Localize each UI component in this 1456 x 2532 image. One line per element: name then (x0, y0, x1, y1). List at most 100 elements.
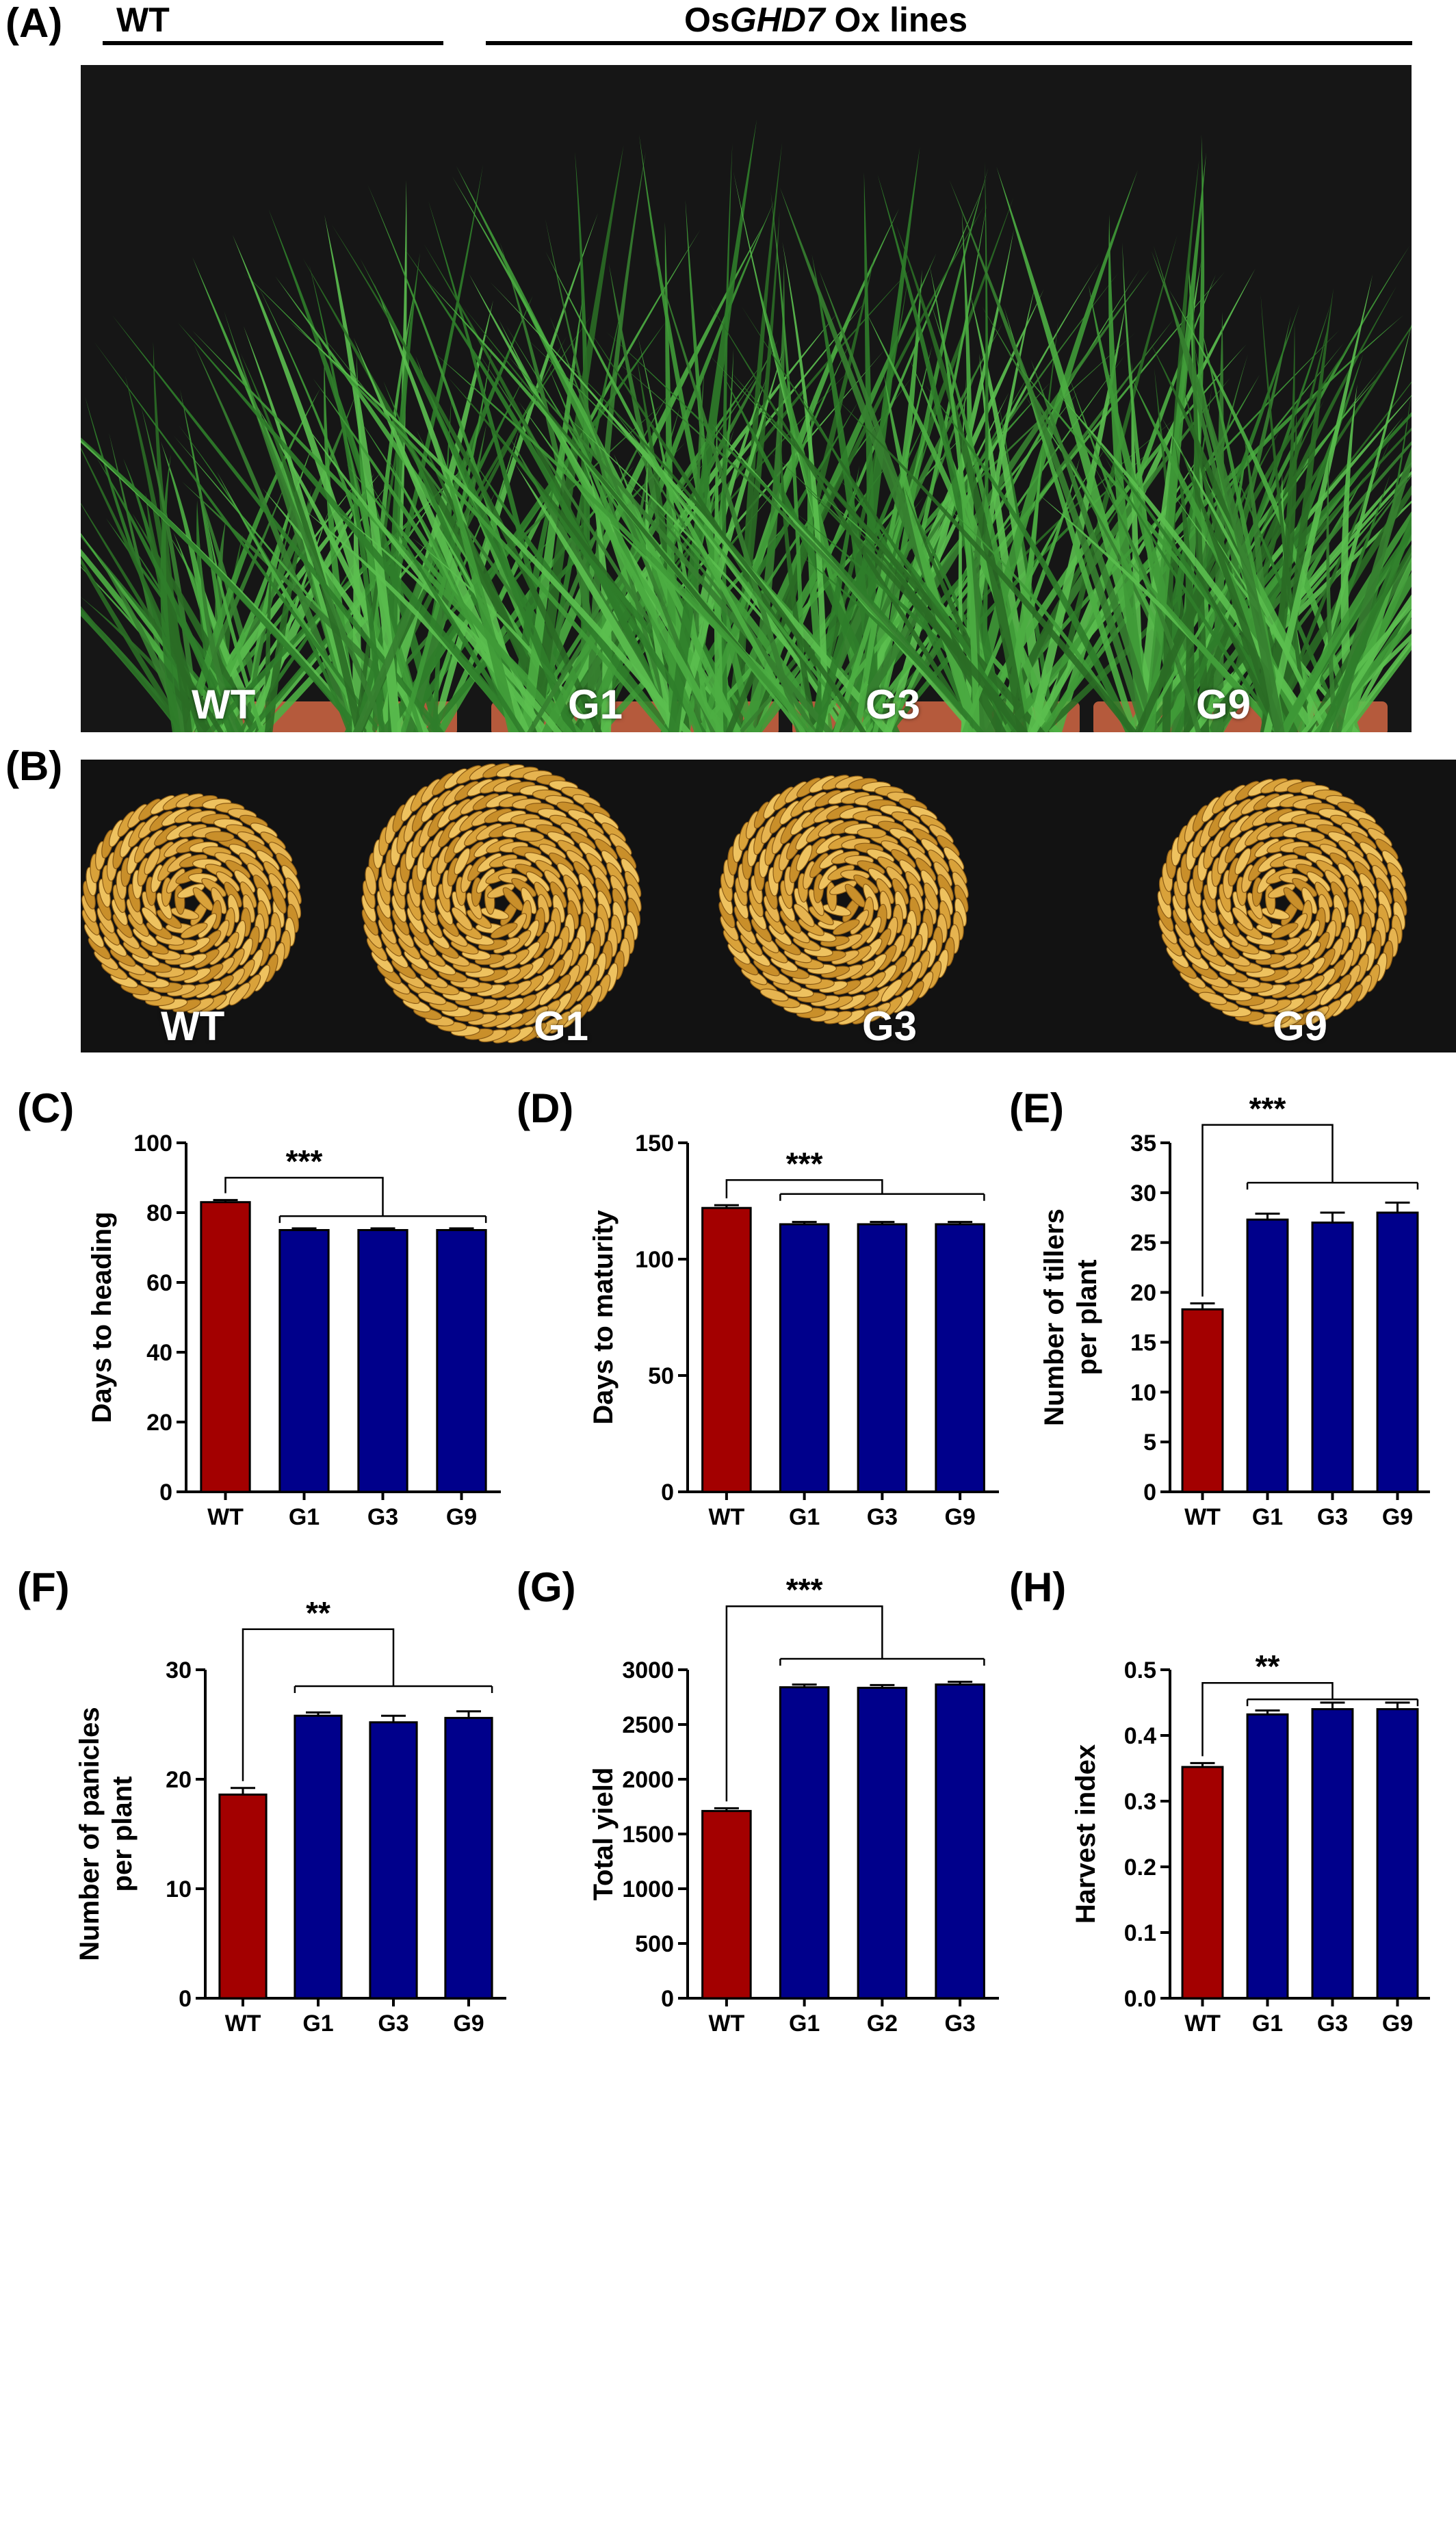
bar-wt (1181, 1766, 1224, 2000)
x-tick-label: WT (207, 1504, 244, 1530)
chart-svg-f: 0 10 20 30 Number of panicles per plant WT G1 G3… (75, 1595, 506, 2037)
x-tick-label: WT (708, 2011, 744, 2037)
panel-g-letter: (G) (517, 1564, 576, 1610)
y-tick-label: 0.3 (1124, 1789, 1156, 1815)
y-tick-label: 0 (159, 1480, 172, 1506)
chart-svg-c: 0 20 40 60 80 100 Days to heading WT G1 G3 G9 *** (87, 1131, 501, 1530)
wt-group-label: WT (116, 1, 170, 39)
x-tick-label: G3 (367, 1504, 398, 1530)
y-tick-label: 2500 (622, 1712, 674, 1738)
error-bar (1385, 1701, 1410, 1709)
ox-group-rule (486, 41, 1412, 45)
y-tick-label: 40 (146, 1340, 172, 1366)
x-tick-label: G3 (378, 2011, 408, 2037)
bar-g1 (294, 1714, 343, 2000)
y-axis-label: per plant (1072, 1260, 1102, 1375)
x-tick-label: WT (225, 2011, 261, 2037)
error-bar (1255, 1709, 1280, 1715)
x-tick-label: G1 (789, 1504, 820, 1530)
error-bar (714, 1807, 739, 1811)
bar-g1 (1246, 1218, 1289, 1493)
chart-panicles-per-plant: 0 10 20 30 Number of panicles per plant WT G1 G3… (0, 1574, 1456, 2532)
error-bar (381, 1714, 406, 1722)
bar-g9 (935, 1223, 985, 1493)
x-tick-label: G3 (867, 1504, 898, 1530)
y-tick-label: 20 (146, 1410, 172, 1436)
significance-bracket (1201, 1124, 1419, 1297)
plant-label-g3: G3 (866, 682, 921, 727)
x-tick-label: G9 (1382, 2011, 1413, 2037)
y-tick-label: 50 (648, 1363, 674, 1389)
significance-label: *** (786, 1146, 823, 1181)
y-axis-label: Days to heading (87, 1212, 117, 1423)
significance-bracket (224, 1176, 487, 1224)
y-tick-label: 2000 (622, 1767, 674, 1793)
x-tick-label: G9 (446, 1504, 477, 1530)
wt-group-rule (103, 41, 443, 45)
panel-a-letter: (A) (5, 0, 63, 46)
y-tick-label: 10 (166, 1876, 192, 1902)
y-tick-label: 0 (1143, 1480, 1156, 1506)
error-bar (449, 1227, 474, 1230)
grain-label-g1: G1 (534, 1003, 589, 1049)
panel-b-letter: (B) (5, 743, 63, 789)
error-bar (370, 1227, 395, 1230)
error-bar (306, 1711, 330, 1716)
significance-label: *** (286, 1144, 323, 1179)
plant-label-g9: G9 (1196, 682, 1251, 727)
chart-svg-h: 0.0 0.1 0.2 0.3 0.4 0.5 Harvest index WT G1 G3 G9 *… (1071, 1649, 1430, 2037)
bar-wt (701, 1809, 752, 2000)
y-tick-label: 30 (166, 1657, 192, 1683)
y-tick-label: 100 (133, 1131, 172, 1157)
x-tick-label: G3 (1317, 1504, 1348, 1530)
ox-group-label: OsGHD7 Ox lines (684, 1, 968, 39)
significance-bracket (242, 1628, 493, 1781)
y-tick-label: 500 (635, 1931, 674, 1957)
x-tick-label: G9 (453, 2011, 484, 2037)
error-bar (948, 1681, 973, 1685)
x-tick-label: G1 (789, 2011, 820, 2037)
y-tick-label: 25 (1130, 1230, 1156, 1256)
bar-wt (200, 1201, 251, 1493)
panel-h-letter: (H) (1009, 1564, 1067, 1610)
bar-wt (218, 1793, 268, 2000)
y-tick-label: 60 (146, 1270, 172, 1296)
bar-g9 (1376, 1708, 1419, 2000)
chart-svg-d: 0 50 100 150 Days to maturity WT G1 G3 G9 *** (588, 1131, 999, 1530)
y-tick-label: 1000 (622, 1876, 674, 1902)
grain-label-g9: G9 (1273, 1003, 1328, 1049)
significance-bracket (1201, 1681, 1419, 1757)
error-bar (1255, 1212, 1280, 1220)
bar-g1 (779, 1686, 830, 2000)
x-tick-label: WT (708, 1504, 744, 1530)
bar-wt (1181, 1308, 1224, 1493)
y-tick-label: 5 (1143, 1430, 1156, 1456)
chart-tillers-per-plant: 0 5 10 15 20 25 30 35 Number of tillers per plant… (0, 1091, 1456, 2053)
y-axis-label: Harvest index (1071, 1744, 1101, 1924)
bar-g3 (935, 1683, 985, 2000)
y-tick-label: 35 (1130, 1131, 1156, 1157)
error-bar (792, 1683, 817, 1688)
x-tick-label: G9 (944, 1504, 975, 1530)
x-tick-label: G3 (1317, 2011, 1348, 2037)
error-bar (456, 1710, 481, 1718)
y-tick-label: 0 (661, 1480, 674, 1506)
y-tick-label: 0.5 (1124, 1657, 1156, 1683)
y-tick-label: 10 (1130, 1380, 1156, 1406)
significance-bracket (725, 1179, 985, 1201)
bar-g1 (779, 1223, 830, 1493)
x-tick-label: G9 (1382, 1504, 1413, 1530)
grain-label-wt: WT (161, 1003, 225, 1049)
chart-days-to-maturity: 0 50 100 150 Days to maturity WT G1 G3 G9 *** (0, 1095, 1456, 2053)
grains-photo (81, 760, 1456, 1052)
y-tick-label: 1500 (622, 1822, 674, 1848)
error-bar (1190, 1761, 1215, 1768)
y-tick-label: 0 (179, 1986, 192, 2012)
error-bar (714, 1204, 739, 1209)
error-bar (213, 1199, 238, 1202)
significance-label: ** (1256, 1649, 1280, 1684)
bar-g3 (857, 1223, 908, 1493)
significance-bracket (725, 1605, 985, 1802)
significance-label: ** (306, 1595, 330, 1631)
y-tick-label: 0.0 (1124, 1986, 1156, 2012)
